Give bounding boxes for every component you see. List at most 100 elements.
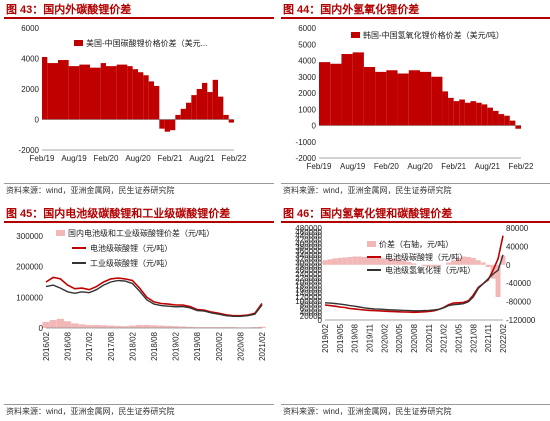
y-tick-label: 5000 bbox=[298, 40, 316, 49]
y-tick-label: 80000 bbox=[300, 301, 323, 310]
panel-source: 资料来源：wind，亚洲金属网，民生证券研究院 bbox=[6, 407, 175, 416]
spread-bar bbox=[49, 320, 57, 328]
spread-bar bbox=[222, 327, 230, 328]
spread-bar bbox=[186, 326, 194, 328]
legend-label: 电池级碳酸锂（元/吨） bbox=[385, 252, 467, 262]
spread-bar bbox=[464, 102, 471, 126]
y-tick-label: 400000 bbox=[295, 239, 322, 248]
x-tick-label: 2016/08 bbox=[64, 331, 73, 360]
spread-bar bbox=[436, 264, 442, 267]
spread-bar bbox=[421, 264, 427, 267]
y2-tick-label: 40000 bbox=[506, 242, 529, 251]
spread-bar bbox=[68, 66, 80, 120]
y2-tick-label: -120000 bbox=[506, 316, 536, 325]
x-tick-label: Aug/20 bbox=[407, 162, 433, 171]
spread-bar bbox=[375, 71, 387, 126]
x-tick-label: Feb/22 bbox=[509, 162, 534, 171]
chart-46: 0200004000060000800001000001200001400001… bbox=[295, 224, 536, 353]
spread-bar bbox=[191, 95, 197, 120]
spread-bar bbox=[258, 326, 266, 328]
legend-label: 国内电池级和工业级碳酸锂价差（元/吨） bbox=[68, 228, 214, 238]
spread-bar bbox=[352, 52, 364, 126]
hydroxide-line bbox=[324, 254, 504, 312]
chart-43: -2000 0 2000 4000 6000 Feb/19 Aug/19 Feb/20 Aug/… bbox=[19, 24, 247, 163]
x-tick-label: Aug/19 bbox=[340, 162, 366, 171]
legend-label: 电池级碳酸锂（元/吨） bbox=[90, 243, 172, 253]
spread-bar bbox=[79, 64, 90, 120]
spread-bar bbox=[100, 63, 106, 120]
y-tick-label: 180000 bbox=[295, 282, 322, 291]
spread-bar bbox=[218, 96, 224, 120]
y-tick-label: 260000 bbox=[295, 266, 322, 275]
x-tick-label: 2021/02 bbox=[258, 331, 267, 360]
carbonate-line bbox=[324, 235, 504, 314]
y-tick-label: -1000 bbox=[296, 138, 317, 147]
spread-bar bbox=[451, 260, 457, 265]
spread-bar bbox=[363, 67, 376, 126]
x-tick-label: 2017/08 bbox=[107, 331, 116, 360]
x-tick-label: 2016/02 bbox=[42, 331, 51, 360]
y-tick-label: 220000 bbox=[295, 274, 322, 283]
spread-bar bbox=[426, 264, 432, 267]
panel-title: 图 44：国内外氢氧化锂价差 bbox=[283, 4, 420, 16]
y-tick-label: 2000 bbox=[21, 85, 39, 94]
y-tick-label: 140000 bbox=[295, 289, 322, 298]
spread-bar bbox=[456, 257, 461, 265]
panel-title: 图 43：国内外碳酸锂价差 bbox=[6, 4, 132, 16]
spread-bar bbox=[411, 263, 417, 265]
battery-grade-line bbox=[45, 276, 263, 317]
spread-bar bbox=[100, 325, 108, 328]
y-tick-label: 480000 bbox=[295, 224, 322, 233]
panel-title: 图 45：国内电池级碳酸锂和工业级碳酸锂价差 bbox=[6, 208, 231, 220]
spread-bar bbox=[515, 125, 521, 129]
spread-bar bbox=[401, 260, 407, 265]
spread-bar bbox=[159, 119, 165, 129]
panel-46: 图 46：国内氢氧化锂和碳酸锂价差 0 20000 40000 60000 80000 1… bbox=[281, 204, 550, 421]
spread-bar bbox=[367, 257, 372, 265]
y-tick-label: 1000 bbox=[298, 105, 316, 114]
spread-bar bbox=[127, 66, 133, 120]
panel-source: 资料来源：wind，亚洲金属网，民生证券研究院 bbox=[283, 407, 452, 416]
spread-bar bbox=[58, 60, 69, 120]
x-tick-label: 2020/11 bbox=[425, 323, 434, 352]
legend-swatch bbox=[367, 241, 376, 247]
spread-bar bbox=[396, 259, 402, 265]
spread-bar bbox=[319, 62, 331, 126]
panel-header: 图 43：国内外碳酸锂价差 bbox=[4, 0, 274, 19]
y-tick-label: 2000 bbox=[298, 89, 316, 98]
spread-bar bbox=[143, 324, 151, 328]
y2-tick-label: 80000 bbox=[506, 224, 529, 233]
spread-bar bbox=[175, 114, 181, 120]
spread-bar bbox=[509, 120, 516, 126]
spread-bar bbox=[453, 101, 460, 126]
x-tick-label: Feb/19 bbox=[307, 162, 332, 171]
spread-bar bbox=[397, 73, 409, 126]
spread-bar bbox=[420, 71, 432, 126]
spread-bar bbox=[442, 91, 449, 126]
x-tick-label: 2021/02 bbox=[440, 323, 449, 352]
industrial-grade-line bbox=[45, 279, 263, 317]
spread-bar bbox=[371, 257, 377, 265]
spread-bar bbox=[495, 264, 501, 297]
legend-swatch bbox=[56, 230, 65, 236]
panel-source: 资料来源：wind，亚洲金属网，民生证券研究院 bbox=[283, 186, 452, 195]
spread-bar bbox=[337, 257, 343, 265]
spread-bar bbox=[406, 262, 412, 265]
spread-bar bbox=[78, 324, 86, 328]
legend-label: 美国-中国碳酸锂价格价差（美元... bbox=[86, 38, 207, 48]
y-tick-label: 0 bbox=[35, 116, 40, 125]
x-tick-label: 2021/05 bbox=[455, 323, 464, 352]
x-tick-label: 2020/05 bbox=[395, 323, 404, 352]
spread-bar bbox=[391, 258, 397, 265]
y-tick-label: 380000 bbox=[295, 243, 322, 252]
spread-bar bbox=[71, 323, 79, 328]
spread-bar bbox=[460, 256, 466, 265]
spread-bar bbox=[481, 104, 488, 126]
spread-bar bbox=[341, 54, 353, 126]
spread-bar bbox=[202, 82, 208, 120]
spread-bar bbox=[42, 321, 50, 328]
x-tick-label: 2020/02 bbox=[380, 323, 389, 352]
spread-bar bbox=[170, 119, 176, 131]
spread-bar bbox=[362, 256, 368, 265]
x-tick-label: Feb/19 bbox=[30, 154, 55, 163]
